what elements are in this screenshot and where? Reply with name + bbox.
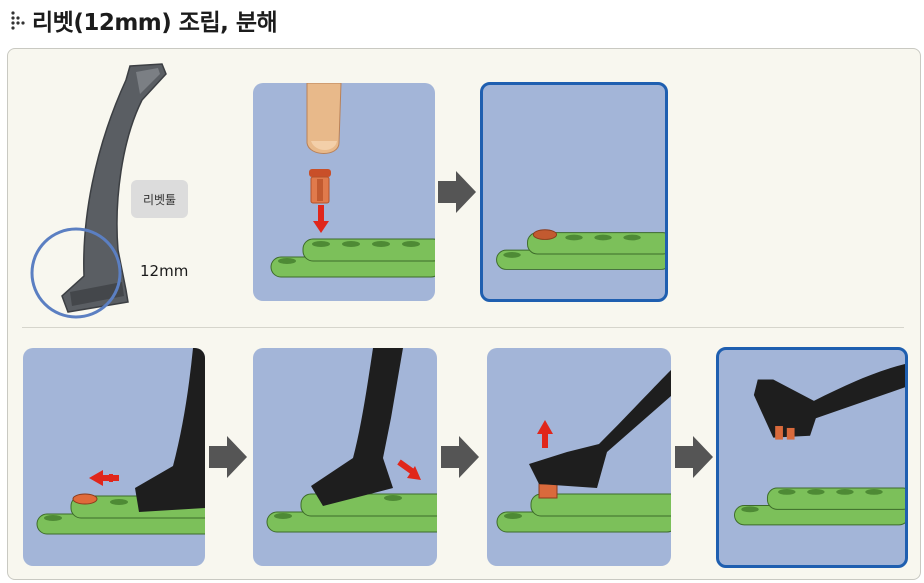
step-arrow-icon	[209, 436, 247, 478]
rivet-size-label: 12mm	[140, 262, 189, 280]
step-panel-press-rivet	[253, 83, 435, 301]
dotted-bullet-icon	[11, 11, 25, 30]
title-text: 리벳(12mm) 조립, 분해	[32, 10, 278, 36]
section-divider	[22, 327, 904, 328]
step-panel-tool-lift-up	[487, 348, 671, 566]
step-panel-tool-slide-left	[23, 348, 205, 566]
rivet-tool-illustration	[30, 63, 167, 319]
step-arrow-icon	[441, 436, 479, 478]
step-panel-tool-push-right	[253, 348, 437, 566]
step-arrow-icon	[438, 171, 476, 213]
step-panel-rivet-removed	[716, 347, 908, 568]
step-panel-rivet-inserted	[480, 82, 668, 302]
page-title: 리벳(12mm) 조립, 분해	[10, 3, 278, 37]
step-arrow-icon	[675, 436, 713, 478]
rivet-tool-label: 리벳툴	[131, 180, 188, 218]
